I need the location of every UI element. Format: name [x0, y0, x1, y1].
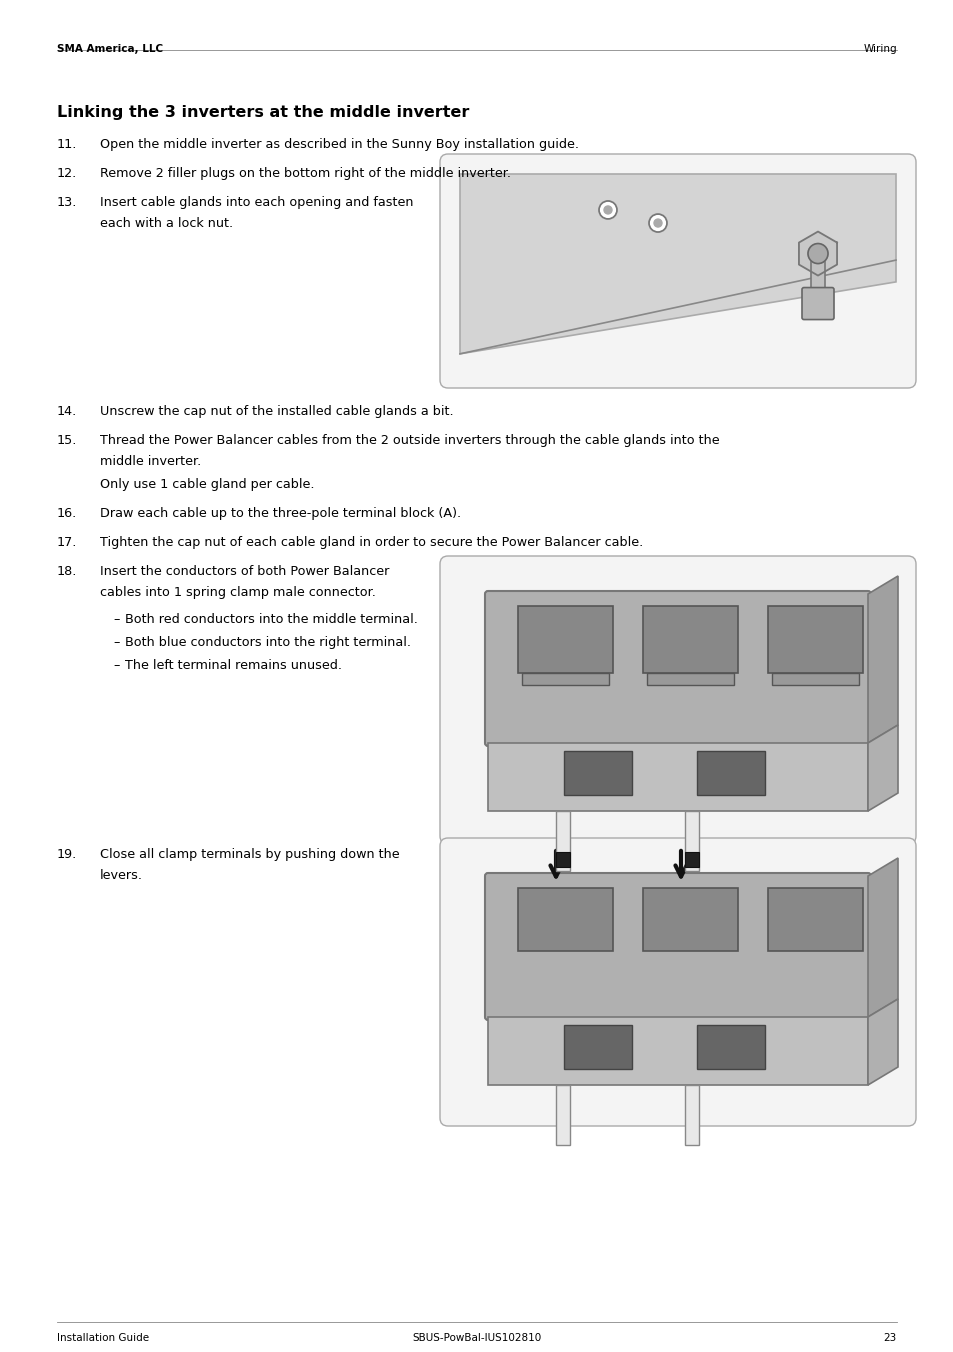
Text: Close all clamp terminals by pushing down the: Close all clamp terminals by pushing dow… — [100, 848, 399, 861]
Bar — [697, 750, 764, 795]
Bar — [517, 888, 613, 950]
Text: levers.: levers. — [100, 869, 143, 882]
Bar — [488, 744, 867, 811]
Text: The left terminal remains unused.: The left terminal remains unused. — [125, 658, 341, 672]
Bar — [684, 852, 699, 867]
Text: Linking the 3 inverters at the middle inverter: Linking the 3 inverters at the middle in… — [57, 105, 469, 120]
Polygon shape — [867, 859, 897, 1017]
Text: Open the middle inverter as described in the Sunny Boy installation guide.: Open the middle inverter as described in… — [100, 138, 578, 151]
Text: 12.: 12. — [57, 168, 77, 180]
Bar — [521, 673, 608, 685]
Text: 13.: 13. — [57, 196, 77, 210]
FancyBboxPatch shape — [484, 873, 870, 1019]
Circle shape — [807, 243, 827, 264]
Text: Both blue conductors into the right terminal.: Both blue conductors into the right term… — [125, 635, 411, 649]
Bar — [556, 1086, 569, 1145]
FancyBboxPatch shape — [439, 556, 915, 844]
FancyBboxPatch shape — [439, 838, 915, 1126]
Circle shape — [603, 206, 612, 214]
Bar — [556, 811, 569, 871]
Bar — [563, 750, 631, 795]
Text: 11.: 11. — [57, 138, 77, 151]
Text: 16.: 16. — [57, 507, 77, 521]
Text: Only use 1 cable gland per cable.: Only use 1 cable gland per cable. — [100, 479, 314, 491]
Polygon shape — [798, 231, 836, 276]
Bar — [556, 852, 569, 867]
Text: 23: 23 — [882, 1333, 896, 1343]
Bar — [563, 1025, 631, 1069]
Text: 14.: 14. — [57, 406, 77, 418]
Bar — [642, 606, 738, 673]
Polygon shape — [867, 725, 897, 811]
Text: Both red conductors into the middle terminal.: Both red conductors into the middle term… — [125, 612, 417, 626]
Polygon shape — [459, 174, 895, 354]
Text: Unscrew the cap nut of the installed cable glands a bit.: Unscrew the cap nut of the installed cab… — [100, 406, 453, 418]
FancyBboxPatch shape — [439, 154, 915, 388]
Bar — [697, 1025, 764, 1069]
Text: –: – — [112, 658, 119, 672]
Text: cables into 1 spring clamp male connector.: cables into 1 spring clamp male connecto… — [100, 585, 375, 599]
Bar — [771, 673, 858, 685]
Text: Insert cable glands into each opening and fasten: Insert cable glands into each opening an… — [100, 196, 413, 210]
Text: Installation Guide: Installation Guide — [57, 1333, 149, 1343]
Text: 18.: 18. — [57, 565, 77, 579]
Text: –: – — [112, 635, 119, 649]
FancyBboxPatch shape — [484, 591, 870, 746]
Polygon shape — [867, 576, 897, 744]
Bar — [684, 1086, 699, 1145]
Bar — [684, 811, 699, 871]
Text: Thread the Power Balancer cables from the 2 outside inverters through the cable : Thread the Power Balancer cables from th… — [100, 434, 719, 448]
Bar — [810, 254, 824, 293]
Text: 17.: 17. — [57, 535, 77, 549]
Circle shape — [648, 214, 666, 233]
Text: Wiring: Wiring — [862, 45, 896, 54]
Text: SMA America, LLC: SMA America, LLC — [57, 45, 163, 54]
Bar — [767, 888, 862, 950]
Bar — [642, 888, 738, 950]
Text: each with a lock nut.: each with a lock nut. — [100, 218, 233, 230]
Bar — [488, 1017, 867, 1086]
Text: Draw each cable up to the three-pole terminal block (A).: Draw each cable up to the three-pole ter… — [100, 507, 460, 521]
Text: Insert the conductors of both Power Balancer: Insert the conductors of both Power Bala… — [100, 565, 389, 579]
Polygon shape — [867, 999, 897, 1086]
Text: SBUS-PowBal-IUS102810: SBUS-PowBal-IUS102810 — [412, 1333, 541, 1343]
Bar — [646, 673, 733, 685]
Text: middle inverter.: middle inverter. — [100, 456, 201, 468]
Circle shape — [598, 201, 617, 219]
Text: 19.: 19. — [57, 848, 77, 861]
Text: –: – — [112, 612, 119, 626]
FancyBboxPatch shape — [801, 288, 833, 319]
Bar — [517, 606, 613, 673]
Text: Remove 2 filler plugs on the bottom right of the middle inverter.: Remove 2 filler plugs on the bottom righ… — [100, 168, 511, 180]
Text: Tighten the cap nut of each cable gland in order to secure the Power Balancer ca: Tighten the cap nut of each cable gland … — [100, 535, 642, 549]
Bar — [767, 606, 862, 673]
Circle shape — [654, 219, 661, 227]
Text: 15.: 15. — [57, 434, 77, 448]
